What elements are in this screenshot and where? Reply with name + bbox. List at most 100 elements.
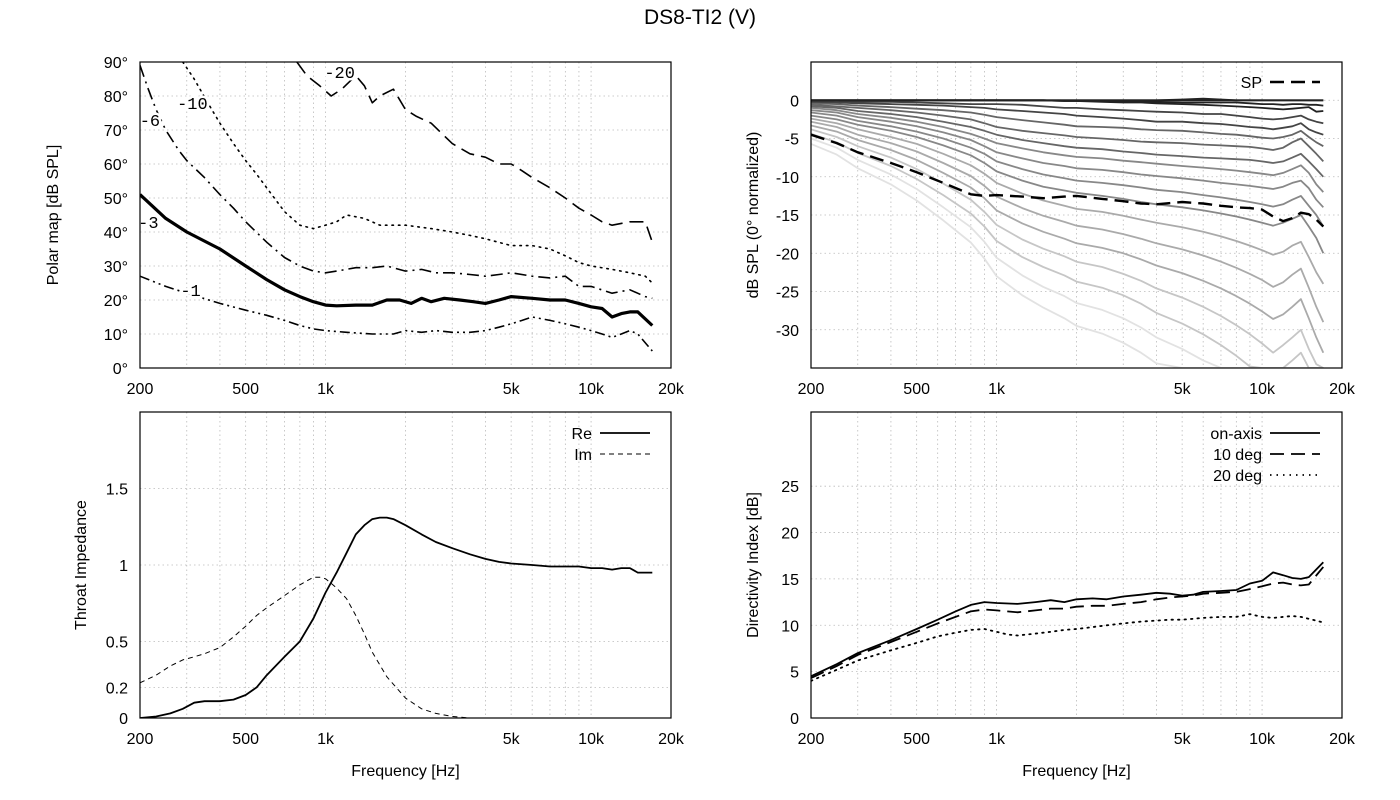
legend-label: Re <box>572 426 593 443</box>
x-axis-label: Frequency [Hz] <box>351 763 459 780</box>
grid <box>811 412 1342 719</box>
x-tick-label: 20k <box>1329 731 1356 748</box>
x-tick-label: 10k <box>578 381 605 398</box>
chart-panel-1: 200 500 1k 5k 10k 20k 0° 10° 20° 30° 40° 50° 60° 70° 8… <box>45 55 685 398</box>
y-axis-label: Directivity Index [dB] <box>745 492 762 638</box>
y-tick-label: 15 <box>781 572 799 589</box>
x-tick-label: 10k <box>1249 731 1276 748</box>
x-tick-label: 500 <box>232 731 259 748</box>
chart-panel-3: 200 500 1k 5k 10k 20k 0 0.2 0.5 1 1.5 Throat Impeda… <box>73 411 685 780</box>
polar-response-line <box>811 137 1324 368</box>
series-line <box>811 613 1325 682</box>
plot-area <box>811 561 1325 682</box>
polar-response-line <box>811 124 1325 354</box>
y-axis-label: dB SPL (0° normalized) <box>745 132 762 299</box>
polar-response-line <box>811 100 1324 125</box>
y-tick-label: 10° <box>104 327 128 344</box>
series-line <box>140 275 653 352</box>
polar-response-line <box>811 117 1325 285</box>
x-tick-label: 20k <box>658 731 685 748</box>
contour-label: -6 <box>140 113 160 132</box>
y-tick-label: 10 <box>781 618 799 635</box>
chart-panel-2: 200 500 1k 5k 10k 20k 0 -5 -10 -15 -20 -25 -30 dB SPL… <box>745 61 1356 398</box>
legend-label: Im <box>574 447 592 464</box>
y-tick-label: 0 <box>119 711 128 728</box>
series-line <box>140 65 653 300</box>
y-tick-label: 70° <box>104 123 128 140</box>
x-tick-label: 200 <box>798 731 825 748</box>
polar-response-line <box>811 107 1324 193</box>
y-tick-label: 80° <box>104 89 128 106</box>
x-tick-label: 500 <box>903 381 930 398</box>
x-tick-label: 10k <box>578 731 605 748</box>
x-tick-label: 20k <box>658 381 685 398</box>
x-tick-label: 5k <box>1174 731 1192 748</box>
plot-frame <box>810 61 1343 369</box>
plot-frame <box>810 411 1343 719</box>
legend-label: SP <box>1241 75 1262 92</box>
x-tick-label: 5k <box>503 731 521 748</box>
y-tick-label: 0.5 <box>106 635 128 652</box>
legend-label: on-axis <box>1210 426 1262 443</box>
polar-response-line <box>811 111 1325 227</box>
y-tick-label: -25 <box>776 285 799 302</box>
polar-response-line <box>811 114 1325 254</box>
series-line <box>811 561 1324 678</box>
y-tick-label: 0° <box>113 361 128 378</box>
series-line <box>811 133 1325 228</box>
x-axis-label: Frequency [Hz] <box>1022 763 1130 780</box>
series-line <box>811 566 1324 679</box>
polar-response-line <box>811 102 1324 147</box>
x-tick-label: 1k <box>317 731 335 748</box>
x-tick-label: 500 <box>903 731 930 748</box>
polar-response-line <box>811 133 1324 368</box>
contour-label: -3 <box>138 215 158 234</box>
contour-label: -1 <box>180 283 200 302</box>
plot-frame <box>139 61 672 369</box>
x-tick-label: 1k <box>317 381 335 398</box>
polar-response-line <box>811 100 1324 136</box>
polar-response-line <box>811 120 1325 323</box>
y-tick-label: 0 <box>790 93 799 110</box>
plot-area <box>811 97 1325 368</box>
y-tick-label: -5 <box>785 132 799 149</box>
y-tick-label: 20 <box>781 526 799 543</box>
contour-label: -20 <box>324 65 355 84</box>
x-tick-label: 5k <box>503 381 521 398</box>
x-tick-label: 10k <box>1249 381 1276 398</box>
y-tick-label: -15 <box>776 208 799 225</box>
legend-label: 10 deg <box>1213 447 1262 464</box>
plot-area <box>140 516 653 718</box>
polar-response-line <box>811 99 1324 113</box>
series-line <box>140 193 654 327</box>
polar-response-line <box>811 105 1324 178</box>
y-tick-label: -20 <box>776 246 799 263</box>
y-tick-label: 30° <box>104 259 128 276</box>
y-tick-label: 0 <box>790 711 799 728</box>
x-tick-label: 1k <box>988 731 1006 748</box>
x-tick-label: 200 <box>798 381 825 398</box>
y-tick-label: 1 <box>119 558 128 575</box>
series-line <box>182 62 654 284</box>
y-tick-label: -10 <box>776 170 799 187</box>
plot-area <box>140 62 654 352</box>
y-tick-label: 60° <box>104 157 128 174</box>
series-line <box>140 516 653 718</box>
chart-panel-4: 200 500 1k 5k 10k 20k 0 5 10 15 20 25 Directivity In… <box>745 411 1356 780</box>
y-tick-label: 90° <box>104 55 128 72</box>
contour-label: -10 <box>177 96 208 115</box>
polar-response-line <box>811 103 1324 163</box>
polar-response-line <box>811 109 1324 208</box>
y-tick-label: 20° <box>104 293 128 310</box>
series-line <box>296 62 654 243</box>
plot-frame <box>139 411 672 719</box>
x-tick-label: 20k <box>1329 381 1356 398</box>
figure-title: DS8-TI2 (V) <box>643 6 756 29</box>
y-tick-label: 0.2 <box>106 680 128 697</box>
y-tick-label: 25 <box>781 479 799 496</box>
x-tick-label: 200 <box>127 381 154 398</box>
series-line <box>140 576 486 718</box>
y-tick-label: 5 <box>790 665 799 682</box>
x-tick-label: 200 <box>127 731 154 748</box>
